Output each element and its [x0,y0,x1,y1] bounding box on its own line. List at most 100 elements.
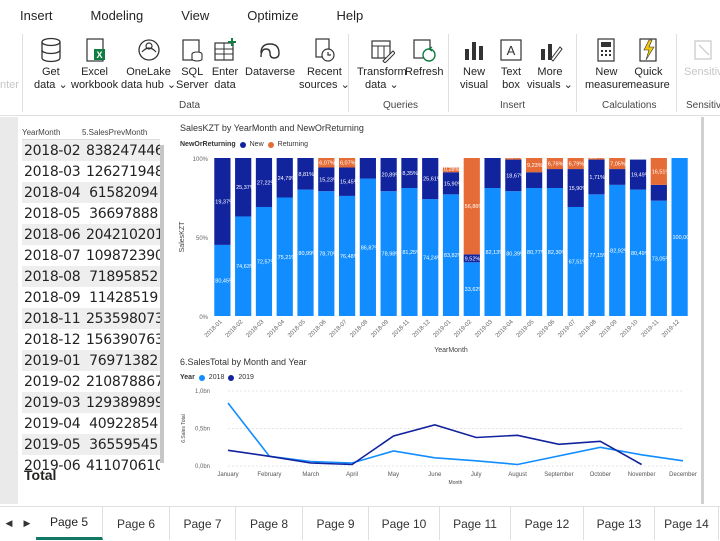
sql-server-button[interactable]: SQL Server [176,36,208,92]
enter-button-partial: nter [0,79,19,91]
enter-data-button[interactable]: Enter data [211,36,239,92]
bar-data-label: 15,90% [444,181,463,187]
table-row[interactable]: 2018-06 204210201 [22,224,160,245]
x-tick-label: 2018-07 [329,319,349,339]
tab-page-9[interactable]: Page 9 [303,507,369,540]
table-row[interactable]: 2018-12 156390763 [22,329,160,350]
cell-yearmonth: 2018-03 [24,163,81,180]
y-tick-label: 100% [193,157,209,163]
new-measure-button[interactable]: New measure [585,36,628,92]
sensitivity-icon [689,36,717,64]
more-visuals-button[interactable]: More visuals ⌄ [527,36,573,92]
sensitivity-label: Sensitiv [684,66,720,78]
table-row[interactable]: 2019-03 129389899 [22,392,160,413]
line-chart[interactable]: 0,0bn 0,5bn 1,0bn 6.Sales Total January Febru… [170,383,700,488]
bar-segment [297,189,314,316]
column-header-yearmonth[interactable]: YearMonth [22,128,61,137]
menu-help[interactable]: Help [336,7,364,23]
y-axis-title: 6.Sales Total [181,414,187,443]
transform-data-button[interactable]: Transform data ⌄ [357,36,407,92]
bar-data-label: 33,62% [465,287,484,293]
x-tick-label: June [428,472,442,478]
bar-data-label: 27,22% [257,180,276,186]
tab-page-6[interactable]: Page 6 [103,507,170,540]
tab-page-14[interactable]: Page 14 [655,507,719,540]
bar-segment [422,199,439,316]
menu-insert[interactable]: Insert [20,7,53,23]
bar-legend-title: NewOrReturning [180,141,236,148]
bar-data-label: 83,82% [444,253,463,259]
tab-page-8[interactable]: Page 8 [236,507,303,540]
get-data-button[interactable]: Get data ⌄ [34,36,68,92]
legend-label-new: New [249,141,264,148]
bar-data-label: 82,92% [610,248,629,254]
sensitivity-button[interactable]: Sensitiv [684,36,720,79]
svg-text:A: A [507,43,516,58]
bar-data-label: 78,98% [382,252,401,258]
tab-scroll-left-icon[interactable]: ◀ [5,518,13,528]
bar-segment [650,200,667,316]
quick-measure-button[interactable]: Quick measure [627,36,670,92]
table-row[interactable]: 2018-07 109872390 [22,245,160,266]
bar-segment [235,216,252,316]
onelake-button[interactable]: OneLake data hub ⌄ [121,36,176,92]
bar-data-label: 6,76% [548,162,564,168]
menu-optimize[interactable]: Optimize [247,7,299,23]
separator [448,34,449,112]
x-tick-label: March [302,472,319,478]
tab-page-12[interactable]: Page 12 [511,507,584,540]
tab-page-10[interactable]: Page 10 [369,507,440,540]
bar-data-label: 8,35% [402,171,418,177]
x-tick-label: September [544,472,573,478]
excel-workbook-button[interactable]: X Excel workbook [71,36,118,92]
canvas-scrollbar[interactable] [701,117,704,504]
stacked-bar-chart[interactable]: 0% 50% 100% SalesKZT 80,45% 19,37% 2018-01 74,6… [170,150,700,360]
line-chart-legend: Year 2018 2019 [180,374,254,381]
tab-page-11[interactable]: Page 11 [440,507,511,540]
tab-page-5[interactable]: Page 5 [36,507,103,540]
table-scrollbar[interactable] [160,145,164,463]
table-row[interactable]: 2018-05 36697888 [22,203,160,224]
table-row[interactable]: 2019-06 411070610 [22,455,160,476]
table-row[interactable]: 2019-04 40922854 [22,413,160,434]
tab-page-7[interactable]: Page 7 [170,507,236,540]
table-row[interactable]: 2019-05 36559545 [22,434,160,455]
table-row[interactable]: 2018-08 71895852 [22,266,160,287]
dataverse-button[interactable]: Dataverse [245,36,295,79]
table-row[interactable]: 2019-02 210878867 [22,371,160,392]
cell-salesprevmonth: 11428519 [89,289,158,306]
x-tick-label: November [628,472,656,478]
table-total-label: Total [24,467,57,483]
table-row[interactable]: 2018-03 126271948 [22,161,160,182]
cell-salesprevmonth: 40922854 [89,415,158,432]
table-row[interactable]: 2018-11 253598073 [22,308,160,329]
bar-segment [546,169,564,189]
bar-segment [380,158,397,192]
recent-sources-button[interactable]: Recent sources ⌄ [299,36,350,92]
menu-modeling[interactable]: Modeling [90,7,144,23]
x-tick-label: 2018-06 [308,319,328,339]
cell-salesprevmonth: 253598073 [86,310,160,327]
bar-data-label: 15,90% [569,186,588,192]
x-tick-label: 2019-06 [537,319,557,339]
column-header-salesprevmonth[interactable]: 5.SalesPrevMonth [82,128,148,137]
table-row[interactable]: 2019-01 76971382 [22,350,160,371]
tab-page-13[interactable]: Page 13 [584,507,655,540]
separator [22,34,23,112]
table-row[interactable]: 2018-04 61582094 [22,182,160,203]
bar-data-label: 7,05% [610,162,626,168]
bar-segment [463,158,480,255]
table-row[interactable]: 2018-02 838247446 [22,140,160,161]
cell-salesprevmonth: 36559545 [89,436,158,453]
table-row[interactable]: 2018-09 11428519 [22,287,160,308]
refresh-button[interactable]: Refresh [405,36,444,79]
tab-scroll-right-icon[interactable]: ▶ [23,518,31,528]
text-box-button[interactable]: A Text box [497,36,525,92]
quick-measure-icon [634,36,662,64]
bar-segment [484,158,501,189]
new-visual-button[interactable]: New visual [460,36,488,92]
bar-data-label: 9,23% [527,163,543,169]
menu-view[interactable]: View [181,7,210,23]
x-tick-label: 2018-01 [204,319,224,339]
table-visual[interactable]: YearMonth 5.SalesPrevMonth 2018-02 838247… [22,126,160,486]
